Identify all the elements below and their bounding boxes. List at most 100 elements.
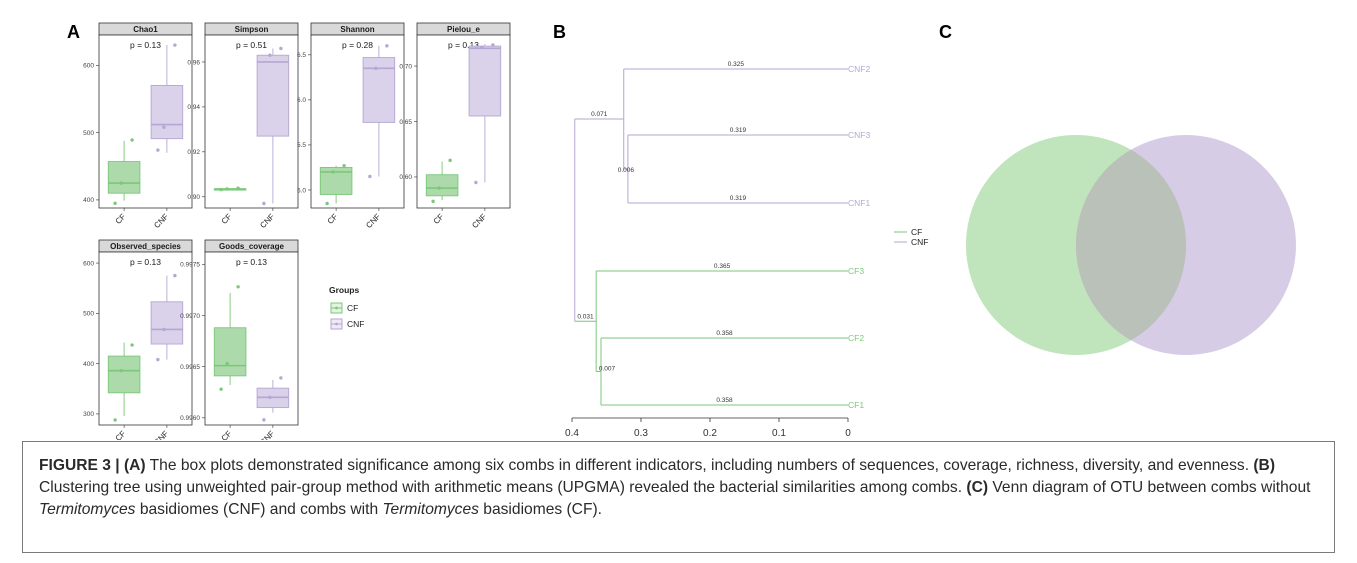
data-point-cnf <box>279 46 283 51</box>
box-cnf <box>150 301 184 345</box>
ytick-label: 500 <box>83 130 94 137</box>
boxplot-pielou-e: Pielou_ep = 0.13 0.60 0.65 0.70 CF CNF <box>399 22 511 230</box>
data-point-cf <box>113 418 117 422</box>
pvalue-goods-coverage: p = 0.13 <box>236 257 267 267</box>
box-cnf <box>150 85 184 140</box>
data-point-cnf <box>173 273 177 278</box>
tree-axis-label: 0.1 <box>772 428 786 439</box>
xtick-label-cnf: CNF <box>258 212 276 230</box>
data-point-cnf <box>385 44 389 48</box>
strip-title-simpson: Simpson <box>235 25 269 34</box>
ytick-label: 0.9970 <box>180 313 200 320</box>
data-point-cf <box>236 285 240 289</box>
ytick-label: 6.0 <box>297 97 306 104</box>
data-point-cnf <box>279 376 283 380</box>
data-point-cf <box>119 181 123 185</box>
xtick-label-cf: CF <box>432 212 446 226</box>
caption-text-c-2: basidiomes (CNF) and combs with <box>135 501 383 518</box>
caption-text-c-1: Venn diagram of OTU between combs withou… <box>988 479 1311 496</box>
data-point-cf <box>236 186 240 190</box>
box-cf <box>107 161 141 194</box>
leaf-label-cf3: CF3 <box>848 266 864 276</box>
data-point-cf <box>113 201 117 205</box>
xtick-label-cnf: CNF <box>364 212 382 230</box>
groups-legend: Groups CF CNF <box>329 285 364 330</box>
data-point-cf <box>342 163 346 168</box>
caption-tag-a: (A) <box>123 457 146 474</box>
leaf-label-cnf3: CNF3 <box>848 130 870 140</box>
ytick-label: 300 <box>83 411 94 418</box>
pvalue-chao1: p = 0.13 <box>130 40 161 50</box>
box-cf <box>213 327 247 377</box>
data-point-cnf <box>474 180 478 185</box>
leaf-label-cnf2: CNF2 <box>848 64 870 74</box>
xtick-label-cf: CF <box>326 212 340 226</box>
tree-legend-label-cnf: CNF <box>911 237 928 247</box>
strip-title-observed-species: Observed_species <box>110 242 181 251</box>
leaf-label-cnf1: CNF1 <box>848 198 870 208</box>
xtick-label-cf: CF <box>114 212 128 226</box>
legend-item-cf: CF <box>347 303 358 313</box>
panel-label-b: B <box>553 22 566 42</box>
xtick-label-cnf: CNF <box>152 429 170 440</box>
caption-text-c-3: basidiomes (CF). <box>478 501 602 518</box>
pvalue-observed-species: p = 0.13 <box>130 257 161 267</box>
boxplot-panels: Chao1 p = 0.13 400 500 600 CF CNF Simpson p = 0.… <box>83 22 511 440</box>
ytick-label: 500 <box>83 311 94 318</box>
legend-title: Groups <box>329 285 359 295</box>
box-cf <box>107 355 141 394</box>
upgma-dendrogram: 0.325 CNF2 0.319 CNF3 0.319 CNF1 0.365 CF3 0.358… <box>565 61 928 439</box>
branch-length-cnf2: 0.325 <box>728 61 745 68</box>
data-point-cf <box>219 387 223 391</box>
data-point-cf <box>448 158 452 163</box>
data-point-cnf <box>262 201 266 206</box>
data-point-cnf <box>374 66 378 71</box>
data-point-cnf <box>491 43 495 47</box>
leaf-label-cf1: CF1 <box>848 400 864 410</box>
panel-label-c: C <box>939 22 952 42</box>
ytick-label: 0.92 <box>187 149 200 156</box>
tree-axis-label: 0.4 <box>565 428 579 439</box>
ytick-label: 5.0 <box>297 187 306 194</box>
pvalue-shannon: p = 0.28 <box>342 40 373 50</box>
ytick-label: 600 <box>83 63 94 70</box>
strip-title-pielou-e: Pielou_e <box>447 25 480 34</box>
venn-intersection <box>1075 149 1187 341</box>
tree-axis-label: 0 <box>845 428 851 439</box>
ytick-label: 0.9960 <box>180 415 200 422</box>
data-point-cf <box>437 186 441 190</box>
pvalue-simpson: p = 0.51 <box>236 40 267 50</box>
caption-italic-genus-1: Termitomyces <box>39 501 136 518</box>
xtick-label-cnf: CNF <box>470 212 488 230</box>
data-point-cf <box>130 138 134 142</box>
tree-axis-label: 0.2 <box>703 428 717 439</box>
ytick-label: 0.9975 <box>180 262 200 269</box>
data-point-cf <box>325 201 329 206</box>
caption-text-b: Clustering tree using unweighted pair-gr… <box>39 479 967 496</box>
box-cf <box>425 174 459 197</box>
panel-label-a: A <box>67 22 80 42</box>
ytick-label: 600 <box>83 260 94 267</box>
caption-tag-c: (C) <box>966 479 989 496</box>
branch-length-cnf1: 0.319 <box>730 195 747 202</box>
legend-key-cnf <box>330 318 343 330</box>
pvalue-pielou-e: p = 0.13 <box>448 40 479 50</box>
data-point-cnf <box>368 174 372 179</box>
ytick-label: 6.5 <box>297 52 306 59</box>
data-point-cf <box>219 187 223 192</box>
ytick-label: 0.70 <box>399 63 412 70</box>
data-point-cnf <box>268 395 272 400</box>
box-cnf <box>362 57 396 123</box>
ytick-label: 400 <box>83 197 94 204</box>
data-point-cf <box>119 368 123 373</box>
ytick-label: 0.96 <box>187 59 200 66</box>
legend-key-cf <box>330 302 343 314</box>
figure-caption: FIGURE 3 | (A) The box plots demonstrate… <box>22 441 1335 553</box>
caption-italic-genus-2: Termitomyces <box>382 501 479 518</box>
tree-axis-label: 0.3 <box>634 428 648 439</box>
caption-text-a: The box plots demonstrated significance … <box>145 457 1254 474</box>
ytick-label: 0.90 <box>187 194 200 201</box>
data-point-cnf <box>162 125 166 129</box>
